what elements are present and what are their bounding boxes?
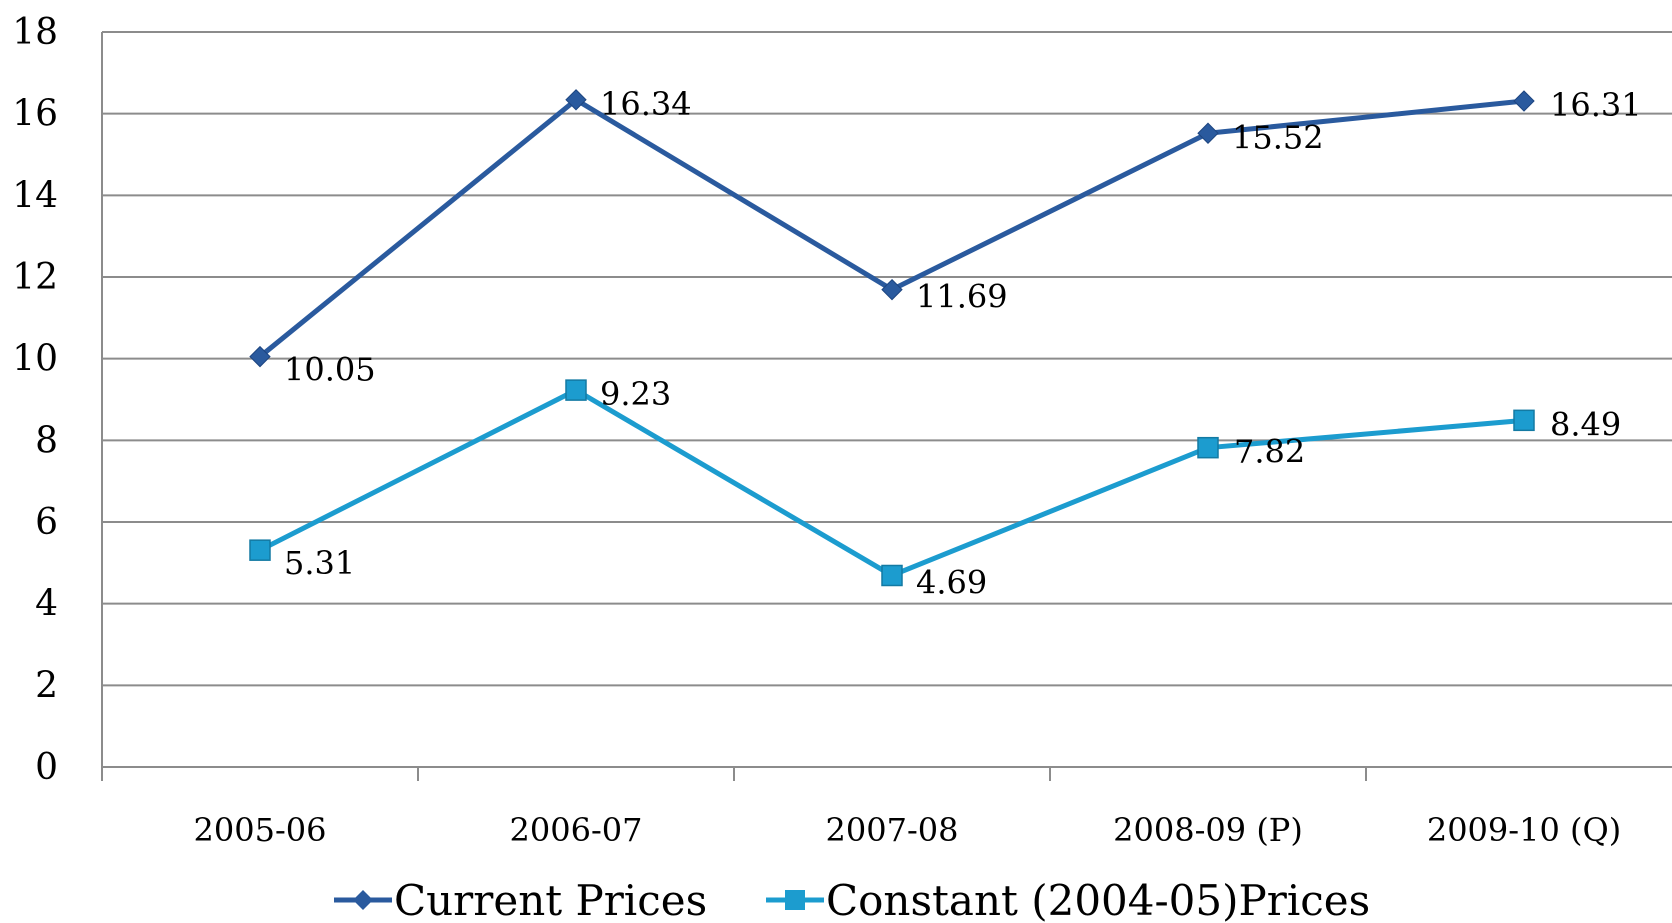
data-point (1197, 122, 1219, 144)
data-label: 4.69 (916, 563, 987, 601)
series-constant-prices (249, 379, 1535, 587)
data-label: 7.82 (1234, 433, 1305, 471)
data-label: 16.31 (1550, 86, 1642, 124)
legend-marker (785, 890, 805, 910)
data-point (881, 278, 903, 301)
data-point (565, 89, 587, 111)
y-tick-label: 4 (35, 584, 58, 625)
y-tick-label: 2 (35, 665, 58, 706)
y-tick-label: 10 (12, 339, 58, 380)
data-point (1513, 90, 1535, 112)
legend: Current Prices Constant (2004-05)Prices (334, 876, 1370, 923)
data-point (565, 379, 587, 401)
data-label: 15.52 (1232, 118, 1324, 156)
axes: 0 2 4 6 8 10 12 14 16 18 2005-06 2006-07 2007-08 2008… (12, 12, 1672, 849)
x-tick-label: 2007-08 (826, 811, 959, 849)
data-point (1513, 409, 1535, 432)
y-tick-label: 18 (12, 12, 58, 53)
data-label: 5.31 (284, 544, 355, 582)
x-tick-label: 2005-06 (194, 811, 327, 849)
y-tick-label: 8 (35, 420, 58, 461)
data-label: 16.34 (600, 85, 692, 123)
legend-item-current-prices: Current Prices (334, 876, 707, 923)
series-line (258, 97, 1525, 359)
grid (102, 31, 1672, 687)
series-current-prices (249, 89, 1535, 368)
x-tick-label: 2008-09 (P) (1113, 811, 1303, 849)
data-point (249, 345, 271, 368)
data-label: 10.05 (284, 351, 376, 389)
y-tick-label: 14 (12, 175, 58, 216)
y-tick-label: 0 (35, 747, 58, 788)
y-tick-label: 16 (12, 94, 58, 135)
legend-label: Current Prices (394, 876, 707, 923)
data-label: 9.23 (600, 375, 671, 413)
series-group (249, 89, 1535, 587)
data-labels: 10.05 16.34 11.69 15.52 16.31 5.31 9.23 4.69 7.8… (284, 85, 1642, 602)
data-label: 11.69 (916, 278, 1008, 316)
data-point (1197, 436, 1219, 459)
x-tick-label: 2006-07 (510, 811, 643, 849)
data-label: 8.49 (1550, 405, 1621, 443)
y-tick-label: 12 (12, 257, 58, 298)
y-tick-label: 6 (35, 502, 58, 543)
x-tick-label: 2009-10 (Q) (1427, 811, 1621, 849)
legend-marker (353, 890, 373, 910)
series-line (258, 387, 1525, 578)
legend-item-constant-prices: Constant (2004-05)Prices (766, 876, 1370, 923)
legend-label: Constant (2004-05)Prices (826, 876, 1370, 923)
data-point (881, 564, 903, 587)
data-point (249, 539, 271, 561)
